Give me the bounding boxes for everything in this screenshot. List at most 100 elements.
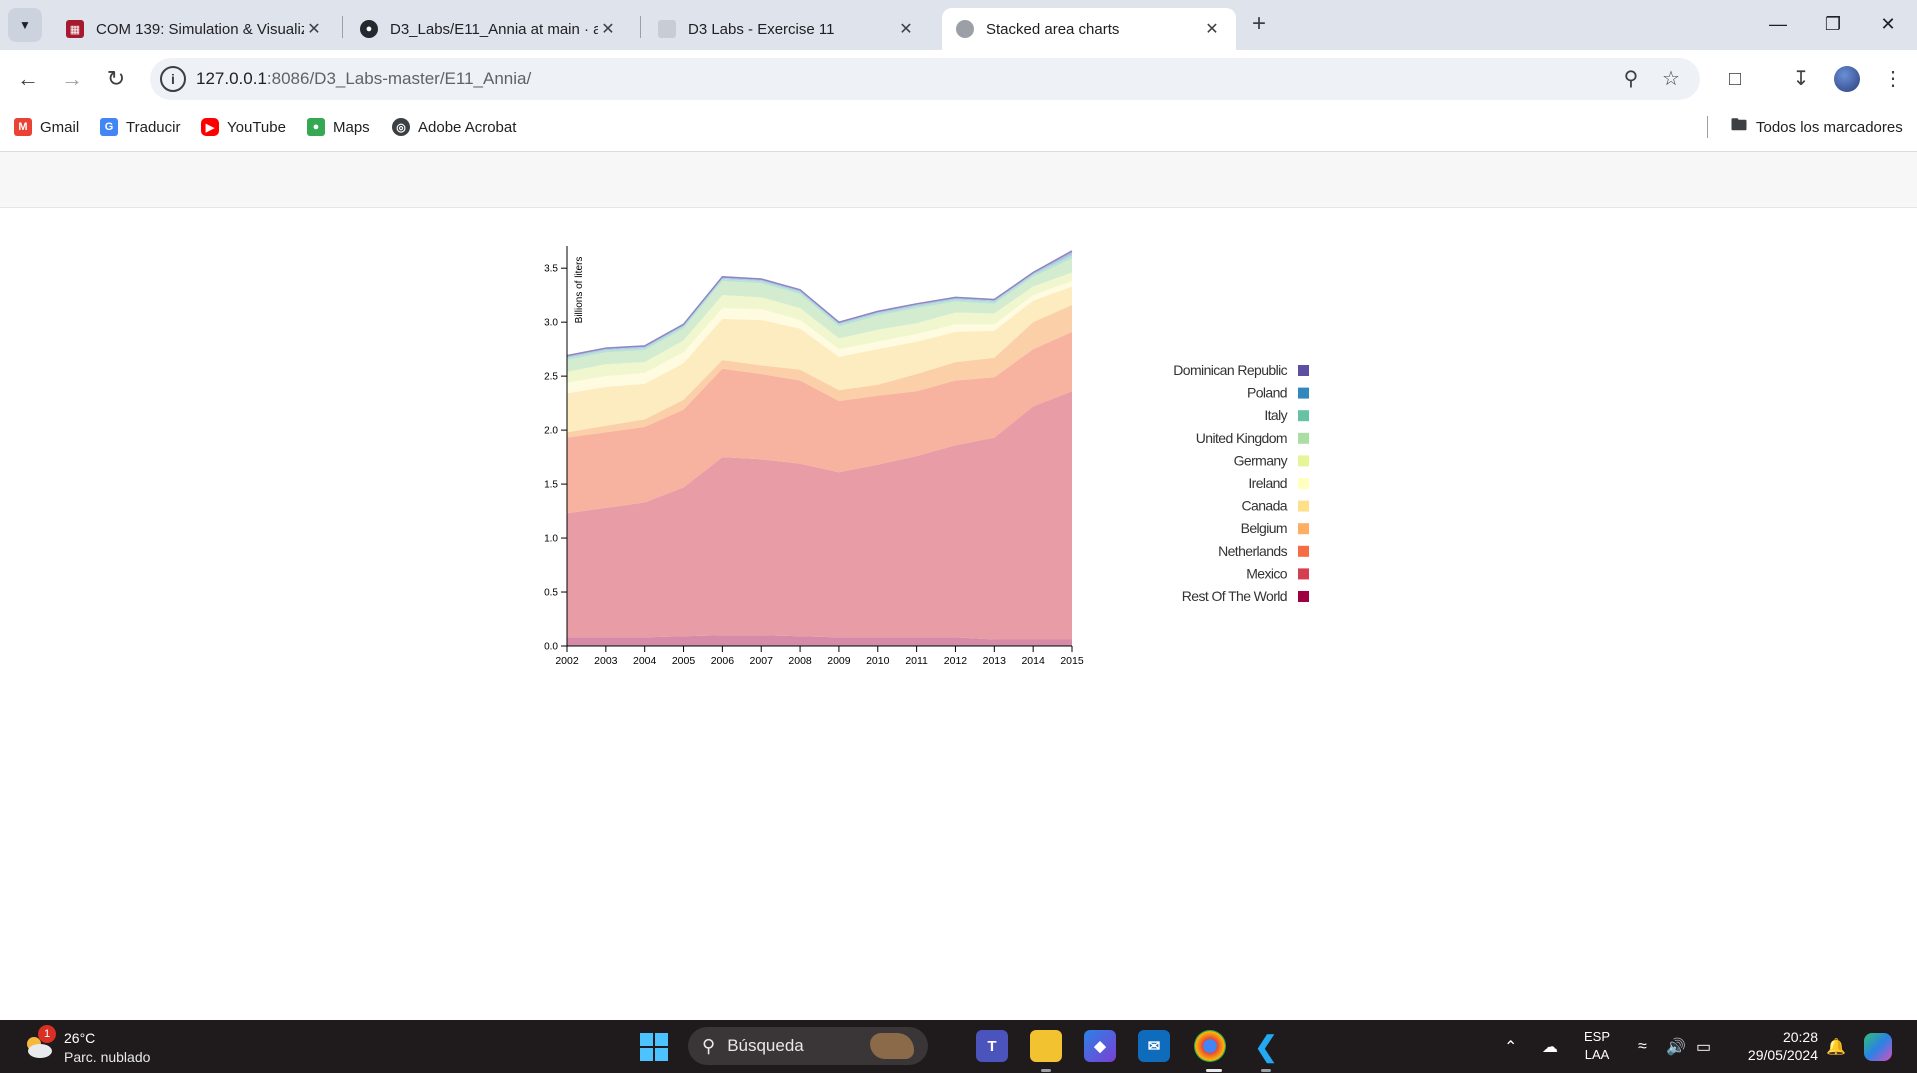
clock-time: 20:28 [1782,1029,1818,1045]
weather-cloud-icon[interactable] [22,1032,54,1060]
close-icon[interactable]: ✕ [899,21,913,38]
onedrive-icon[interactable]: ☁ [1542,1038,1558,1056]
bookmark-maps[interactable]: ● Maps [307,118,370,136]
close-icon[interactable]: ✕ [307,21,321,38]
extensions-icon[interactable]: □ [1728,68,1742,90]
area-canada [567,286,1072,433]
area-top-outline [566,250,1073,357]
close-window-button[interactable]: ✕ [1866,8,1910,40]
restore-button[interactable]: ❐ [1811,8,1855,40]
bookmark-adobe-acrobat[interactable]: ◎ Adobe Acrobat [392,118,516,136]
bookmark-star-icon[interactable]: ☆ [1662,68,1680,90]
all-bookmarks-button[interactable]: 🖿 Todos los marcadores [1730,117,1903,136]
zoom-icon[interactable]: ⚲ [1623,68,1639,90]
globe-favicon-icon [956,20,974,38]
copilot-icon[interactable]: ◆ [1084,1030,1116,1062]
copilot-preview-icon[interactable] [1864,1020,1892,1073]
close-icon[interactable]: ✕ [601,21,615,38]
reload-icon: ↻ [106,66,126,91]
y-tick-label: 2.5 [544,372,558,383]
y-tick-label: 1.0 [544,534,558,545]
new-tab-button[interactable]: + [1244,10,1274,40]
area-mexico [567,391,1072,640]
y-axis: 0.0 0.5 1.0 1.5 2.0 2.5 3.0 3.5 [544,246,568,653]
search-icon: ⚲ [702,1035,716,1056]
chart-legend: Dominican Republic Poland Italy United King… [1173,362,1309,604]
file-explorer-icon[interactable] [1030,1030,1062,1062]
bookmark-label: Traducir [126,118,181,136]
legend-swatch-mexico [1298,568,1309,580]
legend-swatch-dominican-republic [1298,365,1309,376]
arrow-left-icon: ← [17,66,39,91]
tab-d3-labs[interactable]: D3 Labs - Exercise 11 ✕ [644,8,930,50]
legend-label-belgium: Belgium [1241,520,1287,536]
chrome-icon[interactable] [1194,1030,1226,1062]
tab-divider [640,16,641,38]
legend-label-canada: Canada [1242,498,1288,514]
x-tick-label: 2003 [594,655,618,667]
app-running-indicator [1261,1069,1271,1072]
close-icon[interactable]: ✕ [1205,21,1219,38]
profile-avatar[interactable] [1834,66,1860,92]
language-code: ESP [1584,1029,1611,1044]
x-tick-label: 2007 [750,655,774,667]
back-button[interactable]: ← [12,63,44,95]
y-axis-label: Billions of liters [574,257,585,324]
site-info-icon[interactable]: i [160,66,186,92]
legend-label-netherlands: Netherlands [1218,543,1287,559]
volume-icon[interactable]: 🔊 [1666,1038,1686,1056]
tab-com139[interactable]: ▦ COM 139: Simulation & Visualiz ✕ [52,8,338,50]
wifi-icon[interactable]: ≈ [1638,1037,1647,1055]
show-hidden-icons-button[interactable]: ⌃ [1504,1020,1517,1073]
chevron-down-icon: ▼ [19,18,31,32]
menu-icon[interactable]: ⋮ [1883,68,1903,90]
vscode-icon[interactable]: ❮ [1250,1030,1282,1062]
x-tick-label: 2002 [555,655,579,667]
tab-title: COM 139: Simulation & Visualiz [96,20,304,38]
url-path: :8086/D3_Labs-master/E11_Annia/ [266,69,532,88]
y-tick-label: 2.0 [544,426,558,437]
bookmark-youtube[interactable]: ▶ YouTube [201,118,286,136]
taskbar-search[interactable]: ⚲ Búsqueda [688,1027,928,1065]
area-italy [567,255,1072,360]
forward-button[interactable]: → [56,63,88,95]
search-placeholder: Búsqueda [727,1036,804,1055]
tab-github[interactable]: ● D3_Labs/E11_Annia at main · an ✕ [346,8,632,50]
area-netherlands [567,331,1072,514]
maps-icon: ● [307,118,325,136]
language-indicator[interactable]: ESP LAA [1584,1028,1610,1064]
url-text[interactable]: 127.0.0.1:8086/D3_Labs-master/E11_Annia/ [196,69,531,89]
browser-toolbar: ← → ↻ i 127.0.0.1:8086/D3_Labs-master/E1… [0,50,1917,108]
x-tick-label: 2012 [944,655,968,667]
bookmark-traducir[interactable]: G Traducir [100,118,180,136]
chart-areas [566,250,1073,646]
legend-label-ireland: Ireland [1248,475,1287,491]
download-icon[interactable]: ↧ [1792,68,1810,90]
youtube-icon: ▶ [201,118,219,136]
system-clock[interactable]: 20:28 29/05/2024 [1738,1028,1818,1064]
bookmark-label: Todos los marcadores [1756,118,1903,136]
legend-label-rest-of-the-world: Rest Of The World [1182,588,1287,604]
teams-icon[interactable]: T [976,1030,1008,1062]
address-bar[interactable]: i 127.0.0.1:8086/D3_Labs-master/E11_Anni… [150,58,1700,100]
bookmark-gmail[interactable]: M Gmail [14,118,79,136]
mail-icon[interactable]: ✉ [1138,1030,1170,1062]
y-tick-label: 3.0 [544,318,558,329]
bookmark-label: Maps [333,118,370,136]
search-highlight-image [870,1033,914,1059]
windows-taskbar: 1 26°C Parc. nublado ⚲ Búsqueda T ◆ ✉ ❮ … [0,1020,1917,1073]
legend-swatch-united-kingdom [1298,432,1309,444]
weather-temperature[interactable]: 26°C [64,1030,96,1046]
tab-search-button[interactable]: ▼ [8,8,42,42]
windows-logo-icon [640,1033,653,1046]
x-tick-label: 2008 [788,655,812,667]
reload-button[interactable]: ↻ [100,63,132,95]
weather-description[interactable]: Parc. nublado [64,1049,151,1065]
tab-stacked-area-charts[interactable]: Stacked area charts ✕ [942,8,1236,50]
plus-icon: + [1251,10,1266,37]
minimize-button[interactable]: — [1756,8,1800,40]
battery-icon[interactable]: ▭ [1696,1038,1712,1056]
start-button[interactable] [640,1033,668,1061]
minimize-icon: — [1769,14,1787,34]
notifications-bell-icon[interactable]: 🔔 [1826,1038,1846,1056]
